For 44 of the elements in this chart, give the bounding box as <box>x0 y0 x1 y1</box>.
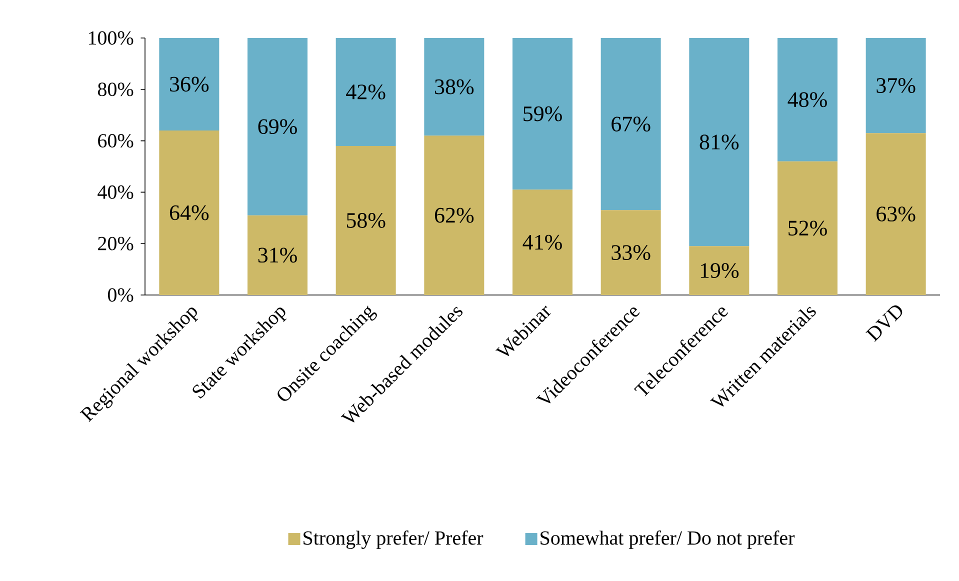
data-label: 31% <box>258 248 297 263</box>
bar <box>336 38 396 146</box>
data-label: 38% <box>435 79 474 94</box>
data-label: 63% <box>876 206 916 222</box>
bar <box>336 146 396 295</box>
data-label: 37% <box>876 78 916 93</box>
y-tick-label: 20% <box>98 236 134 250</box>
bar <box>689 38 750 246</box>
data-label: 59% <box>524 106 562 122</box>
bar <box>777 38 838 162</box>
data-label: 58% <box>346 213 386 228</box>
y-tick-label: 60% <box>98 134 134 148</box>
y-tick-label: 100% <box>88 31 134 45</box>
bar <box>600 210 661 295</box>
data-label: 42% <box>346 84 386 100</box>
data-label: 48% <box>788 92 827 108</box>
data-label: 41% <box>522 234 562 250</box>
bar <box>512 190 572 295</box>
bar <box>248 215 308 295</box>
y-tick-label: 80% <box>98 82 134 96</box>
data-label: 81% <box>700 134 739 150</box>
bar <box>248 38 308 216</box>
data-label: 69% <box>258 119 297 134</box>
data-label: 64% <box>170 205 209 220</box>
bar <box>689 246 750 295</box>
data-label: 52% <box>788 220 827 236</box>
bar <box>777 161 838 295</box>
bar <box>424 136 484 295</box>
data-label: 62% <box>434 208 474 223</box>
legend-label: Somewhat prefer/ Do not prefer <box>540 530 795 549</box>
bar <box>600 38 661 210</box>
y-tick-label: 40% <box>98 185 134 199</box>
data-label: 33% <box>612 245 650 260</box>
bar <box>866 133 926 295</box>
data-label: 19% <box>700 263 739 278</box>
bar <box>424 38 484 136</box>
legend-label: Strongly prefer/ Prefer <box>304 530 484 549</box>
bar <box>159 38 220 131</box>
y-tick-label: 0% <box>108 288 134 302</box>
data-label: 36% <box>170 76 209 92</box>
bar <box>866 38 926 134</box>
bar <box>159 130 220 295</box>
bar <box>512 38 572 190</box>
data-label: 67% <box>612 116 650 132</box>
